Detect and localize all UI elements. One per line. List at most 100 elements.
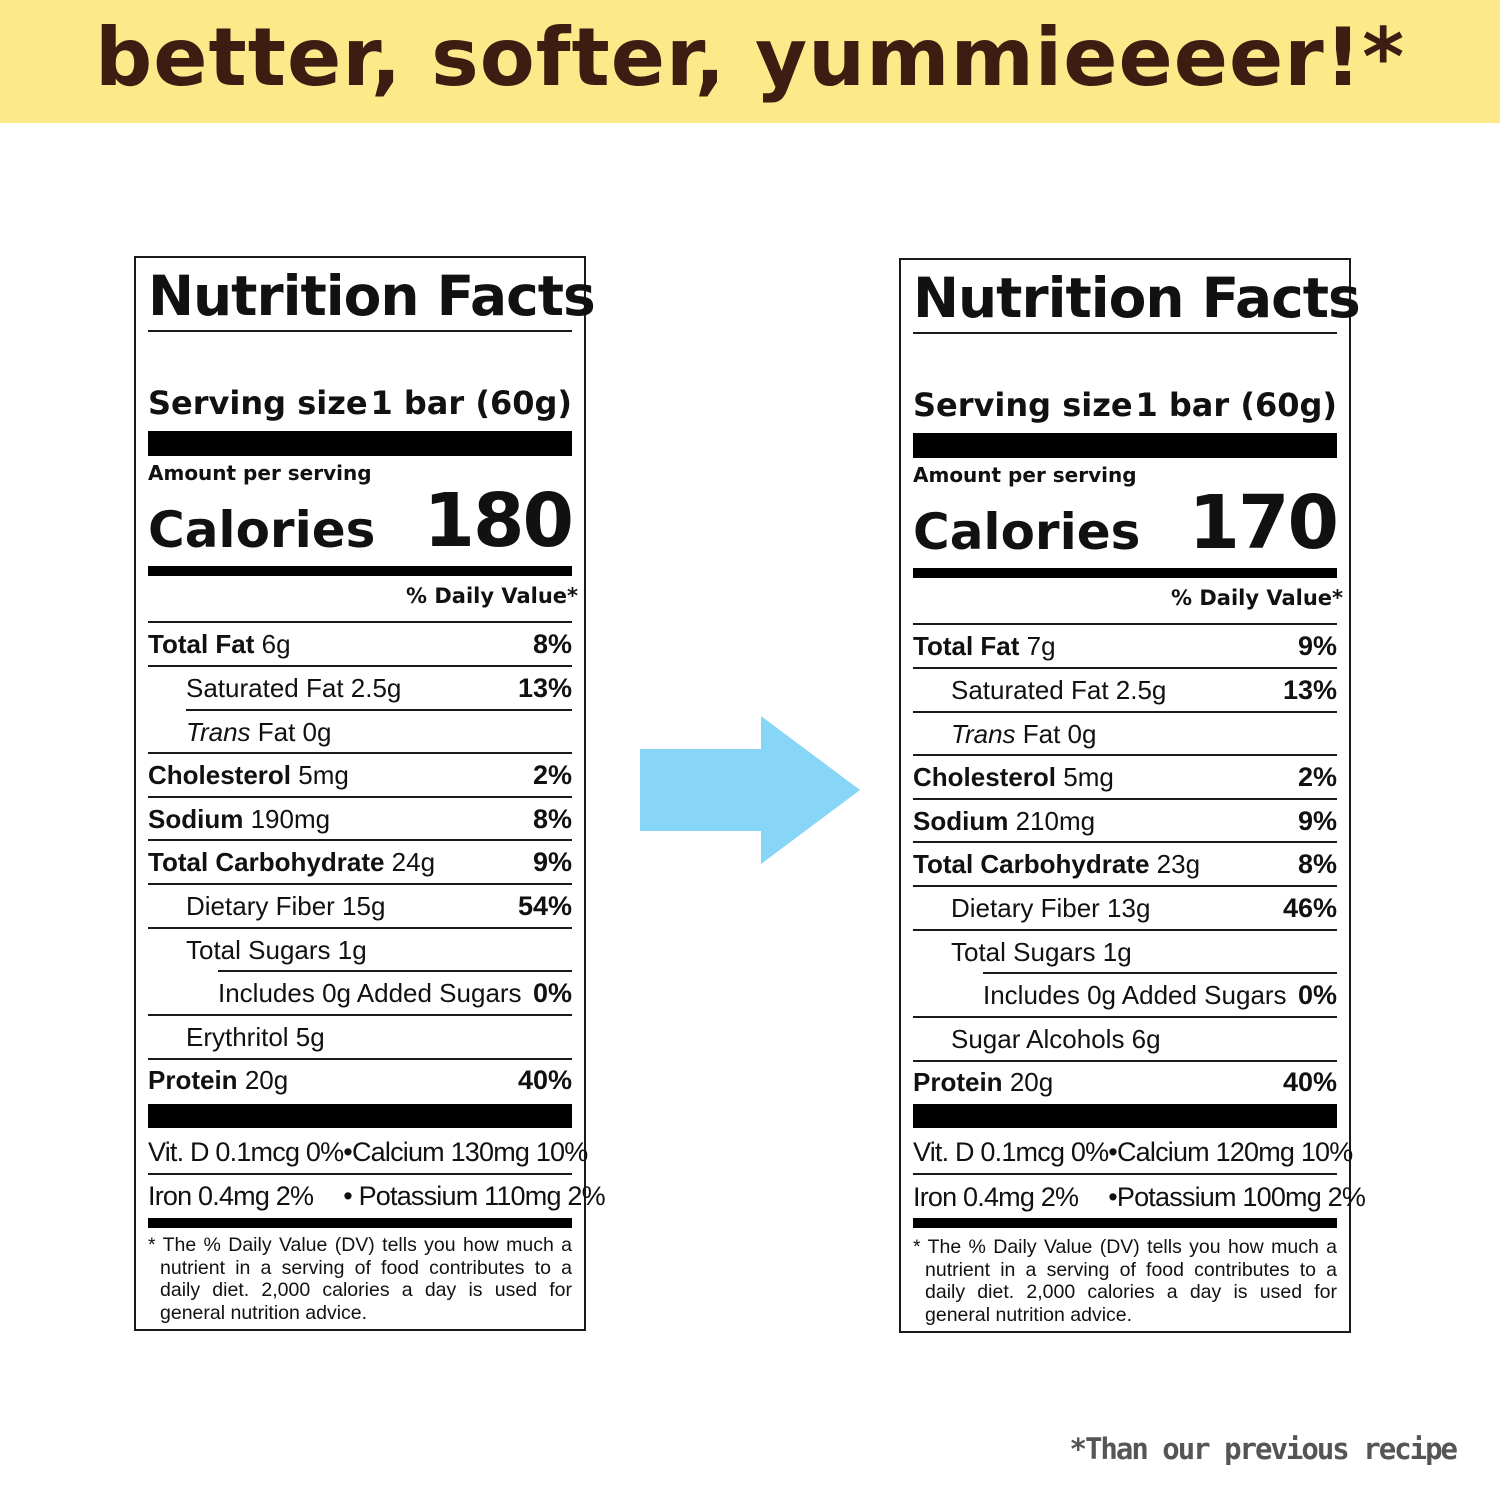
total-carb-row: Total Carbohydrate 23g 8% bbox=[913, 843, 1337, 885]
serving-size-row: Serving size 1 bar (60g) bbox=[913, 380, 1337, 430]
arrow-right-icon bbox=[640, 716, 860, 864]
calories-value: 180 bbox=[423, 478, 574, 564]
serving-size-row: Serving size 1 bar (60g) bbox=[148, 378, 572, 428]
total-carb-row: Total Carbohydrate 24g 9% bbox=[148, 841, 572, 883]
daily-value: 54% bbox=[517, 890, 572, 921]
serving-size-value: 1 bar (60g) bbox=[370, 384, 572, 422]
protein-row: Protein 20g 40% bbox=[913, 1061, 1337, 1103]
daily-value: 0% bbox=[1297, 979, 1337, 1010]
total-sugars-row: Total Sugars 1g bbox=[913, 931, 1337, 973]
nutrient-name: Sugar Alcohols 6g bbox=[951, 1023, 1161, 1054]
daily-value: 8% bbox=[532, 803, 572, 834]
nutrient-name: Includes 0g Added Sugars bbox=[983, 979, 1287, 1010]
protein-row: Protein 20g 40% bbox=[148, 1059, 572, 1101]
nutrient-name: Saturated Fat 2.5g bbox=[186, 672, 402, 703]
nutrient-amount: 5mg bbox=[1063, 761, 1114, 792]
iron: Iron 0.4mg 2% bbox=[913, 1181, 1079, 1212]
nutrient-amount: 23g bbox=[1156, 848, 1201, 879]
nutrient-amount: 5mg bbox=[298, 759, 349, 790]
nutrient-name: Protein bbox=[148, 1064, 238, 1095]
nutrient-amount: 24g bbox=[391, 846, 436, 877]
daily-value: 9% bbox=[532, 846, 572, 877]
added-sugars-row: Includes 0g Added Sugars 0% bbox=[148, 972, 572, 1014]
headline-text: better, softer, yummieeeer!* bbox=[94, 10, 1406, 104]
bullet: • bbox=[343, 1180, 352, 1211]
amount-per-serving: Amount per serving bbox=[913, 463, 1137, 487]
serving-size-label: Serving size bbox=[913, 386, 1133, 424]
trans-italic: Trans bbox=[186, 716, 251, 747]
dietary-fiber-row: Dietary Fiber 13g 46% bbox=[913, 887, 1337, 929]
nutrient-name: Total Sugars 1g bbox=[951, 936, 1132, 967]
nutrient-name: Total Carbohydrate bbox=[148, 846, 385, 877]
nutrient-name: Protein bbox=[913, 1066, 1003, 1097]
vitamins-row-1: Vit. D 0.1mcg 0% • Calcium 130mg 10% bbox=[148, 1130, 588, 1174]
nutrient-name: Total Fat bbox=[913, 630, 1020, 661]
nutrient-name: Total Fat bbox=[148, 628, 255, 659]
daily-value: 40% bbox=[517, 1064, 572, 1095]
nutrition-label-previous: Nutrition Facts Serving size 1 bar (60g)… bbox=[134, 256, 606, 1331]
vitamin-d: Vit. D 0.1mcg 0% bbox=[913, 1136, 1109, 1167]
daily-value-footnote: * The % Daily Value (DV) tells you how m… bbox=[148, 1234, 572, 1324]
added-sugars-row: Includes 0g Added Sugars 0% bbox=[913, 974, 1337, 1016]
nutrient-name: Total Carbohydrate bbox=[913, 848, 1150, 879]
nutrient-name: Sodium bbox=[913, 805, 1009, 836]
saturated-fat-row: Saturated Fat 2.5g 13% bbox=[148, 667, 572, 709]
daily-value: 13% bbox=[517, 672, 572, 703]
daily-value-header: % Daily Value* bbox=[1171, 586, 1343, 610]
nutrient-name: Cholesterol bbox=[913, 761, 1057, 792]
nutrient-amount: 6g bbox=[261, 628, 291, 659]
vitamins-row-2: Iron 0.4mg 2% • Potassium 110mg 2% bbox=[148, 1174, 606, 1218]
nutrient-amount: 7g bbox=[1026, 630, 1056, 661]
vitamins-row-2: Iron 0.4mg 2% •Potassium 100mg 2% bbox=[913, 1175, 1366, 1219]
bullet: • bbox=[1108, 1181, 1117, 1212]
daily-value-header: % Daily Value* bbox=[406, 584, 578, 608]
potassium: Potassium 110mg 2% bbox=[358, 1180, 606, 1211]
calories-label: Calories bbox=[148, 501, 376, 559]
daily-value: 8% bbox=[1297, 848, 1337, 879]
nutrient-amount: 190mg bbox=[250, 803, 331, 834]
serving-size-value: 1 bar (60g) bbox=[1135, 386, 1337, 424]
nutrition-label-new: Nutrition Facts Serving size 1 bar (60g)… bbox=[899, 258, 1366, 1333]
sodium-row: Sodium 190mg 8% bbox=[148, 798, 572, 840]
calcium: Calcium 130mg 10% bbox=[351, 1136, 588, 1167]
calories-value: 170 bbox=[1188, 480, 1339, 566]
nutrient-name: Saturated Fat 2.5g bbox=[951, 674, 1167, 705]
iron: Iron 0.4mg 2% bbox=[148, 1180, 314, 1211]
recipe-footnote: *Than our previous recipe bbox=[1069, 1432, 1458, 1466]
nutrient-name: Total Sugars 1g bbox=[186, 934, 367, 965]
nutrition-facts-title: Nutrition Facts bbox=[913, 266, 1361, 330]
trans-fat-row: Trans Fat 0g bbox=[913, 713, 1337, 755]
nutrient-name: Dietary Fiber 15g bbox=[186, 890, 386, 921]
daily-value-footnote: * The % Daily Value (DV) tells you how m… bbox=[913, 1236, 1337, 1326]
trans-fat-row: Trans Fat 0g bbox=[148, 711, 572, 753]
calories-row: Calories 170 bbox=[913, 480, 1339, 566]
daily-value: 9% bbox=[1297, 630, 1337, 661]
daily-value: 2% bbox=[1297, 761, 1337, 792]
nutrient-name: Fat 0g bbox=[1015, 718, 1097, 749]
total-fat-row: Total Fat 6g 8% bbox=[148, 623, 572, 665]
headline-banner: better, softer, yummieeeer!* bbox=[0, 0, 1500, 123]
cholesterol-row: Cholesterol 5mg 2% bbox=[148, 754, 572, 796]
sodium-row: Sodium 210mg 9% bbox=[913, 800, 1337, 842]
daily-value: 13% bbox=[1282, 674, 1337, 705]
saturated-fat-row: Saturated Fat 2.5g 13% bbox=[913, 669, 1337, 711]
nutrient-amount: 20g bbox=[1009, 1066, 1054, 1097]
potassium: Potassium 100mg 2% bbox=[1116, 1181, 1366, 1212]
nutrient-name: Fat 0g bbox=[250, 716, 332, 747]
daily-value: 0% bbox=[532, 977, 572, 1008]
nutrient-amount: 20g bbox=[244, 1064, 289, 1095]
cholesterol-row: Cholesterol 5mg 2% bbox=[913, 756, 1337, 798]
nutrient-name: Erythritol 5g bbox=[186, 1021, 325, 1052]
bullet: • bbox=[1108, 1136, 1117, 1167]
trans-italic: Trans bbox=[951, 718, 1016, 749]
daily-value: 9% bbox=[1297, 805, 1337, 836]
bullet: • bbox=[343, 1136, 352, 1167]
nutrient-name: Includes 0g Added Sugars bbox=[218, 977, 522, 1008]
amount-per-serving: Amount per serving bbox=[148, 461, 372, 485]
nutrient-name: Cholesterol bbox=[148, 759, 292, 790]
vitamins-row-1: Vit. D 0.1mcg 0% • Calcium 120mg 10% bbox=[913, 1130, 1353, 1174]
vitamin-d: Vit. D 0.1mcg 0% bbox=[148, 1136, 344, 1167]
sugar-alcohol-row: Sugar Alcohols 6g bbox=[913, 1018, 1337, 1060]
calories-label: Calories bbox=[913, 503, 1141, 561]
serving-size-label: Serving size bbox=[148, 384, 368, 422]
